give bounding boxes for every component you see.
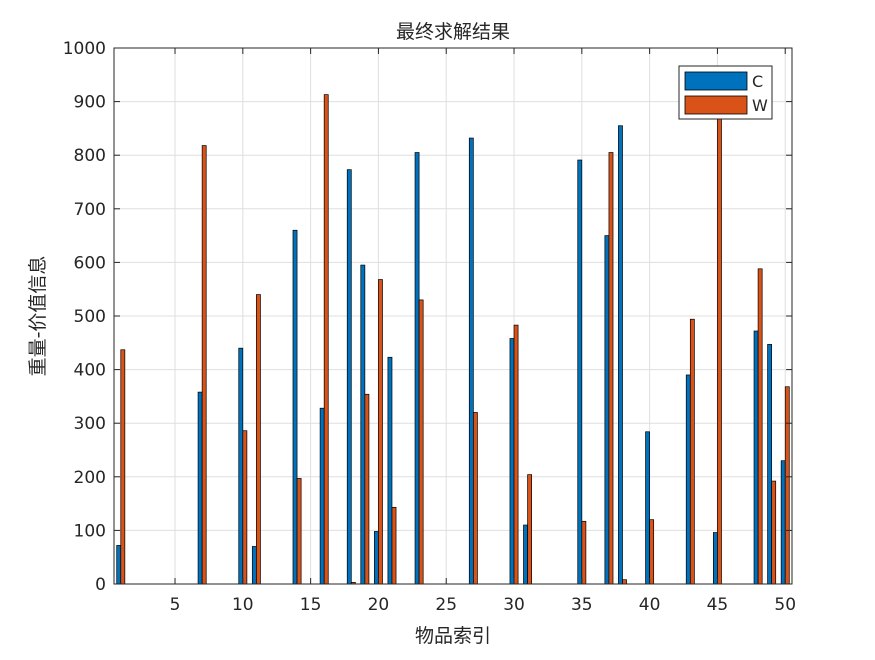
x-tick-label: 35 xyxy=(571,595,593,615)
bar-c xyxy=(116,545,122,585)
legend-label-c: C xyxy=(752,72,763,91)
x-tick-label: 15 xyxy=(300,595,322,615)
bar-c xyxy=(645,431,650,585)
bar-w xyxy=(513,324,519,585)
bar-c xyxy=(319,407,325,585)
bar-w xyxy=(689,318,695,585)
bar-c xyxy=(753,330,759,585)
chart-title: 最终求解结果 xyxy=(396,21,510,43)
x-tick-label: 20 xyxy=(368,595,390,615)
y-tick-label: 900 xyxy=(74,93,106,113)
bar-w xyxy=(256,294,261,585)
x-tick-label: 40 xyxy=(639,595,661,615)
bar-w xyxy=(608,152,614,585)
bar-w xyxy=(771,480,777,585)
bar-w xyxy=(391,507,397,585)
bar-w xyxy=(242,430,248,585)
y-tick-label: 100 xyxy=(74,521,106,541)
bar-c xyxy=(238,347,244,585)
bar-w xyxy=(581,520,587,585)
bar-c xyxy=(414,152,420,585)
bar-w xyxy=(622,579,627,585)
bar-c xyxy=(374,531,379,585)
y-tick-label: 700 xyxy=(74,200,106,220)
bar-w xyxy=(472,412,478,585)
bars xyxy=(114,94,792,585)
y-tick-label: 200 xyxy=(74,468,106,488)
bar-c xyxy=(509,338,515,585)
bar-c xyxy=(197,391,203,585)
y-tick-label: 600 xyxy=(74,253,106,273)
bar-c xyxy=(780,460,786,585)
x-tick-label: 10 xyxy=(232,595,254,615)
legend-swatch-c xyxy=(684,71,748,91)
bar-w xyxy=(364,393,370,585)
bar-c xyxy=(618,125,623,585)
bar-c xyxy=(604,235,610,585)
bar-c xyxy=(292,229,298,585)
y-tick-label: 300 xyxy=(74,414,106,434)
y-tick-label: 500 xyxy=(74,307,106,327)
bar-c xyxy=(685,374,691,585)
bar-w xyxy=(296,478,302,585)
bar-c xyxy=(251,546,257,585)
bar-c xyxy=(468,137,474,585)
bar-w xyxy=(418,299,424,585)
bar-w xyxy=(120,349,126,585)
bar-c xyxy=(523,524,528,585)
y-tick-label: 800 xyxy=(74,146,106,166)
y-tick-label: 0 xyxy=(95,575,106,595)
bar-c xyxy=(577,159,583,585)
bar-w xyxy=(757,268,763,585)
legend-label-w: W xyxy=(752,96,768,115)
bar-w xyxy=(201,145,207,585)
bar-c xyxy=(712,532,718,585)
bar-w xyxy=(784,386,790,585)
bar-c xyxy=(387,356,393,585)
bar-c xyxy=(767,344,773,585)
bar-w xyxy=(527,474,533,585)
x-tick-label: 50 xyxy=(774,595,796,615)
legend: C W xyxy=(678,65,773,120)
x-tick-label: 45 xyxy=(707,595,729,615)
y-tick-label: 400 xyxy=(74,361,106,381)
bar-w xyxy=(717,117,722,585)
x-axis-title: 物品索引 xyxy=(415,625,491,647)
bar-c xyxy=(346,169,352,585)
legend-swatch-w xyxy=(684,95,748,115)
axes: 5 10 15 20 25 30 35 40 45 50010020030040050060070… xyxy=(63,39,796,615)
x-tick-label: 25 xyxy=(435,595,457,615)
bar-w xyxy=(378,279,383,585)
y-axis-title: 重量-价值信息 xyxy=(27,256,49,377)
bar-w xyxy=(649,519,655,585)
bar-c xyxy=(360,264,366,585)
x-tick-label: 30 xyxy=(503,595,525,615)
y-tick-label: 1000 xyxy=(63,39,106,59)
x-tick-label: 5 xyxy=(170,595,181,615)
bar-w xyxy=(323,94,329,585)
